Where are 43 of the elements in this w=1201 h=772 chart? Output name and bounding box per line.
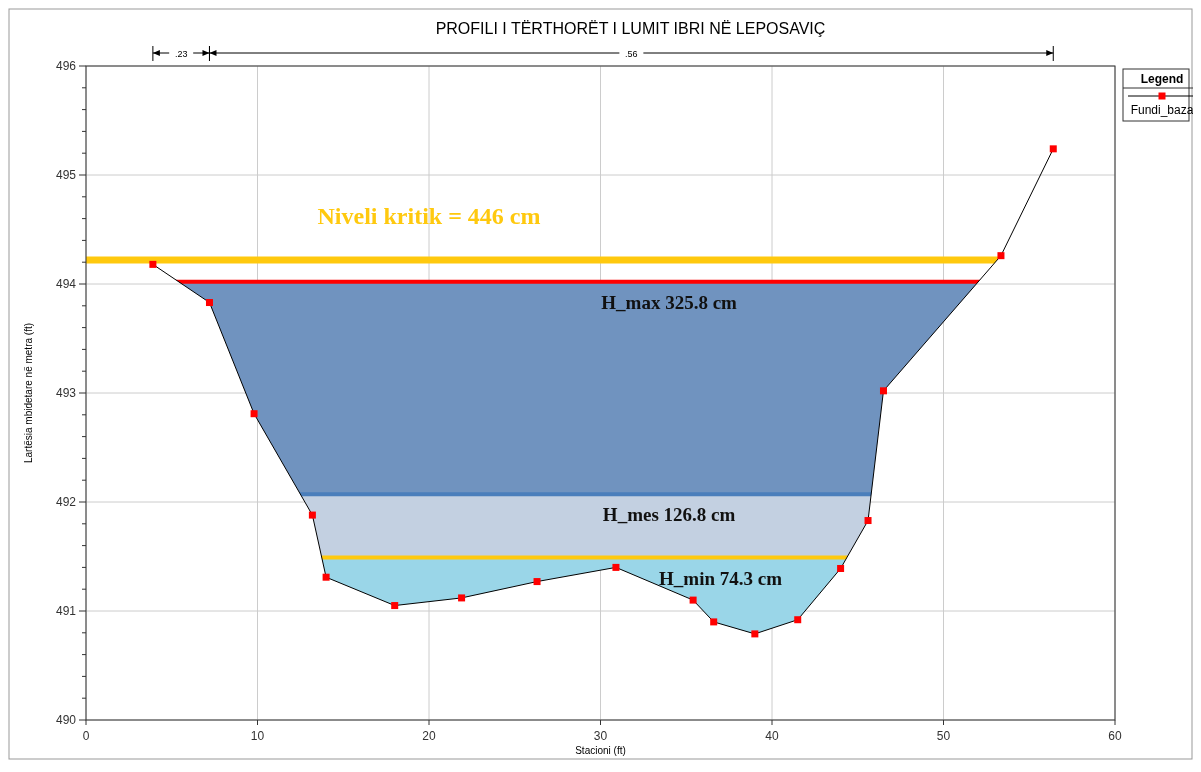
point — [794, 616, 802, 624]
point — [864, 517, 872, 525]
point — [250, 410, 258, 418]
y-tick-label: 493 — [55, 386, 77, 400]
point — [689, 596, 697, 604]
point — [837, 564, 845, 572]
band-label: H_min 74.3 cm — [659, 567, 783, 589]
point — [205, 299, 213, 307]
chart-title: PROFILI I TËRTHORËT I LUMIT IBRI NË LEPOSAVIÇ — [435, 20, 826, 37]
x-tick-label: 50 — [936, 729, 951, 743]
x-tick-label: 0 — [82, 729, 90, 743]
point — [997, 252, 1005, 260]
point — [879, 387, 887, 395]
point — [612, 563, 620, 571]
x-axis-title: Stacioni (ft) — [575, 745, 626, 756]
point — [533, 578, 541, 586]
y-tick-label: 494 — [55, 277, 77, 291]
band-label: H_mes 126.8 cm — [602, 504, 736, 526]
point — [322, 573, 330, 581]
text: .56 — [625, 49, 638, 59]
y-tick-label: 491 — [55, 604, 77, 618]
legend-label: Fundi_baza — [1130, 103, 1194, 117]
legend-title: Legend — [1140, 72, 1184, 86]
text: .23 — [174, 49, 188, 59]
point — [751, 630, 759, 638]
x-tick-label: 30 — [593, 729, 608, 743]
band-label: H_max 325.8 cm — [601, 291, 738, 313]
x-tick-label: 40 — [765, 729, 779, 743]
point — [149, 260, 157, 268]
point — [1049, 145, 1057, 153]
x-tick-label: 20 — [422, 729, 436, 743]
annotation: Niveli kritik = 446 cm — [317, 203, 541, 230]
point — [308, 511, 316, 519]
point — [710, 618, 718, 626]
y-tick-label: 495 — [55, 168, 77, 182]
y-tick-label: 492 — [55, 495, 77, 509]
y-tick-label: 490 — [55, 713, 77, 727]
x-tick-label: 10 — [250, 729, 265, 743]
y-tick-label: 496 — [55, 59, 77, 73]
point — [458, 594, 466, 602]
y-axis-title: Lartësia mbidetare në metra (ft) — [23, 322, 34, 464]
point — [391, 602, 399, 610]
x-tick-label: 60 — [1108, 729, 1122, 743]
